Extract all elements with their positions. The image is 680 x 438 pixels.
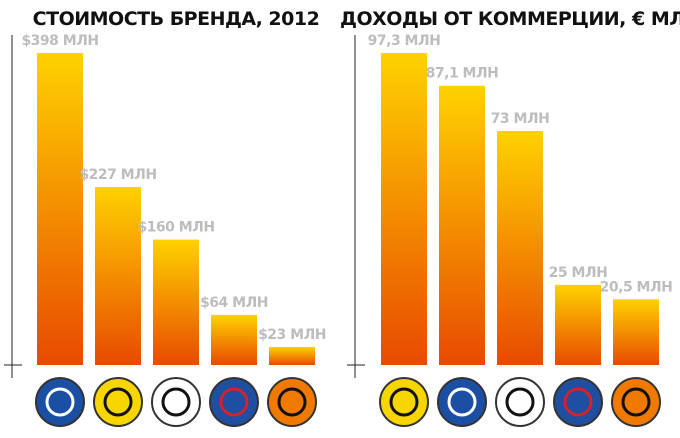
- club-logo: [495, 377, 545, 427]
- bar: [269, 346, 315, 365]
- club-logo-inner: [219, 387, 249, 417]
- club-logo: [151, 377, 201, 427]
- value-label: 97,3 МЛН: [368, 33, 441, 49]
- club-logo: [209, 377, 259, 427]
- chart-title: СТОИМОСТЬ БРЕНДА, 2012: [33, 8, 320, 30]
- bar: [555, 284, 601, 365]
- bar: [381, 53, 427, 365]
- club-logo: [611, 377, 661, 427]
- bar: [497, 130, 543, 365]
- bar: [613, 299, 659, 365]
- club-logo: [437, 377, 487, 427]
- chart-title: ДОХОДЫ ОТ КОММЕРЦИИ, € МЛН: [340, 8, 680, 30]
- club-logo-inner: [563, 387, 593, 417]
- club-logo-inner: [161, 387, 191, 417]
- bar: [95, 187, 141, 365]
- club-logo: [35, 377, 85, 427]
- value-label: $227 МЛН: [79, 167, 156, 183]
- club-logo-inner: [505, 387, 535, 417]
- value-label: $160 МЛН: [137, 220, 214, 236]
- value-label: $398 МЛН: [21, 33, 98, 49]
- value-label: 87,1 МЛН: [426, 66, 499, 82]
- value-label: $23 МЛН: [258, 327, 326, 343]
- club-logo-inner: [389, 387, 419, 417]
- club-logo-inner: [45, 387, 75, 417]
- club-logo-inner: [447, 387, 477, 417]
- club-logo-inner: [277, 387, 307, 417]
- club-logo: [267, 377, 317, 427]
- value-label: $64 МЛН: [200, 295, 268, 311]
- bar: [211, 314, 257, 365]
- club-logo: [93, 377, 143, 427]
- value-label: 25 МЛН: [549, 265, 608, 281]
- club-logo: [379, 377, 429, 427]
- bar: [37, 53, 83, 365]
- bar: [439, 85, 485, 365]
- bar: [153, 239, 199, 365]
- club-logo-inner: [103, 387, 133, 417]
- club-logo-inner: [621, 387, 651, 417]
- club-logo: [553, 377, 603, 427]
- value-label: 73 МЛН: [491, 111, 550, 127]
- value-label: 20,5 МЛН: [600, 279, 673, 295]
